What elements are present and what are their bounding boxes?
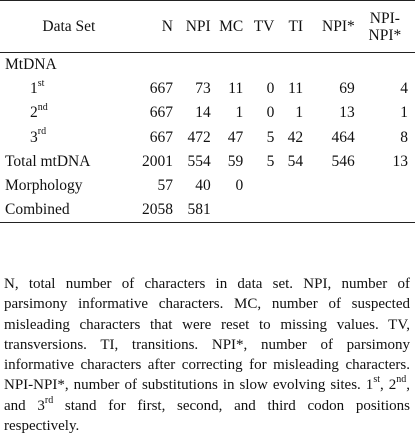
cell-npi-star [303,198,355,222]
cell-ti: 11 [288,79,304,97]
cell-tv [243,198,274,222]
cell-n [138,53,173,77]
table-body: MtDNA 1st 667 73 11 0 11 69 4 2nd [0,53,415,223]
cell-n: 57 [157,177,173,195]
header-data-set: Data Set [42,17,96,35]
cell-tv: 5 [266,128,275,146]
footnote-text: stand for first, second, and third codon… [4,397,410,435]
cell-n: 667 [149,128,173,146]
table-header: Data Set N NPI MC TV TI NPI* NPI- NPI* [0,0,415,53]
cell-ti: 42 [287,128,304,146]
row-label: 3rd [0,125,138,149]
cell-npi: 73 [195,79,211,97]
footnote-sup-nd: nd [396,374,407,386]
table-row: 1st 667 73 11 0 11 69 4 [0,77,415,101]
cell-npi: 14 [195,104,211,122]
cell-tv: 0 [266,79,275,97]
table-row: Morphology 57 40 0 [0,174,415,198]
row-label-ordinal: nd [37,102,48,114]
header-npi-minus-line1: NPI- [369,9,400,27]
table-row: 3rd 667 472 47 5 42 464 8 [0,125,415,149]
cell-tv [243,53,274,77]
cell-mc: 47 [227,128,244,146]
cell-mc: 11 [228,79,244,97]
cell-ti [274,198,303,222]
cell-npi-minus [355,53,415,77]
cell-mc [211,53,244,77]
cell-ti [274,174,303,198]
row-label: 1st [0,77,138,101]
header-ti: TI [288,17,304,35]
cell-npi-star: 13 [339,104,355,122]
cell-npi: 472 [187,128,211,146]
table-row: MtDNA [0,53,415,77]
row-label-ordinal: st [37,77,45,89]
cell-mc [211,198,244,222]
cell-npi: 554 [187,152,211,170]
header-n: N [161,17,173,35]
header-row: Data Set N NPI MC TV TI NPI* NPI- NPI* [0,1,415,53]
row-label: MtDNA [5,55,57,73]
cell-npi-star [303,174,355,198]
row-label-number: 3 [30,128,38,146]
cell-npi-star: 69 [339,79,355,97]
cell-n: 2058 [141,201,173,219]
cell-n: 2001 [141,152,173,170]
cell-ti: 54 [287,152,304,170]
cell-npi-minus: 8 [400,128,408,146]
cell-npi [173,53,211,77]
row-label: 2nd [0,101,138,125]
row-label-ordinal: rd [37,126,47,138]
row-label-number: 2 [30,104,38,122]
row-label-number: 1 [30,79,38,97]
cell-npi-minus: 4 [400,79,408,97]
table-row: 2nd 667 14 1 0 1 13 1 [0,101,415,125]
cell-npi-star: 546 [331,152,355,170]
footnote-sup-st: st [373,374,380,386]
cell-tv [243,174,274,198]
cell-npi-star: 464 [331,128,355,146]
footnote-text: N, total number of characters in data se… [4,276,410,394]
table-row: Total mtDNA 2001 554 59 5 54 546 13 [0,150,415,174]
cell-npi-minus: 1 [400,104,408,122]
row-label: Combined [5,201,70,219]
header-npi: NPI [185,17,211,35]
cell-ti: 1 [295,104,304,122]
header-npi-minus-npi-star: NPI- NPI* [355,1,415,53]
cell-tv: 0 [266,104,275,122]
header-mc: MC [219,17,244,35]
footnote-sup-rd: rd [44,394,54,406]
cell-npi: 40 [195,177,211,195]
header-tv: TV [253,17,275,35]
footnote-text: , and 3 [4,377,411,414]
cell-mc: 0 [235,177,244,195]
cell-npi-minus [355,174,415,198]
header-npi-star: NPI* [322,17,355,35]
row-label: Total mtDNA [5,152,91,170]
cell-tv: 5 [266,152,275,170]
cell-mc: 59 [227,152,244,170]
table-footnote: N, total number of characters in data se… [4,274,410,436]
cell-n: 667 [149,104,173,122]
footnote-text: , 2 [379,377,397,394]
cell-npi-minus [355,198,415,222]
cell-npi: 581 [187,201,211,219]
cell-n: 667 [149,79,173,97]
cell-npi-minus: 13 [392,152,409,170]
cell-npi-star [303,53,355,77]
cell-ti [274,53,303,77]
table-row: Combined 2058 581 [0,198,415,222]
cell-mc: 1 [235,104,244,122]
data-table: Data Set N NPI MC TV TI NPI* NPI- NPI* M… [0,0,415,223]
row-label: Morphology [5,177,83,195]
header-npi-minus-line2: NPI* [368,26,402,44]
